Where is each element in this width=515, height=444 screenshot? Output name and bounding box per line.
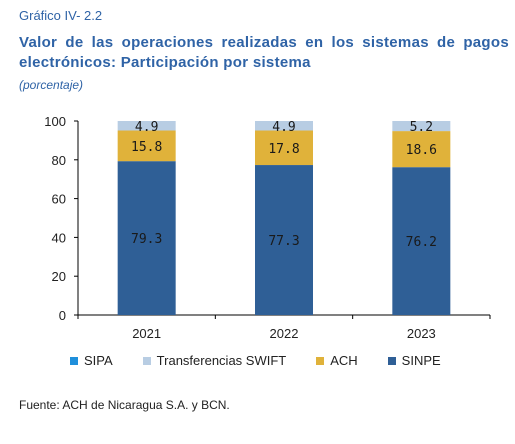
legend-swatch [142,356,151,365]
bar-segment-ach [255,130,313,166]
chart-subtitle: (porcentaje) [19,78,84,92]
data-label: 4.9 [272,120,295,135]
legend-label: SINPE [401,353,441,368]
data-label: 76.2 [406,235,437,250]
bar-segment-sinpe [255,165,313,315]
legend-swatch [316,356,325,365]
figure-label: Gráfico IV- 2.2 [19,8,103,23]
legend-item: ACH [316,353,358,368]
legend-item: SIPA [70,353,113,368]
bar-segment-transferencias-swift [392,121,451,132]
data-label: 15.8 [131,140,162,155]
data-label: 77.3 [268,234,299,249]
legend-swatch [70,356,78,365]
data-label: 5.2 [410,120,433,135]
legend-label: SIPA [84,353,113,368]
bar-segment-ach [117,130,176,162]
data-label: 79.3 [131,232,162,247]
source-note: Fuente: ACH de Nicaragua S.A. y BCN. [19,398,230,412]
data-label: 18.6 [406,143,437,158]
bar-segment-sinpe [117,161,176,315]
y-tick-label: 20 [52,269,66,284]
bar-segment-sinpe [392,167,451,315]
legend-label: Transferencias SWIFT [156,353,287,368]
y-tick-label: 60 [52,192,66,207]
bar-segment-transferencias-swift [117,121,176,131]
chart-legend: SIPA Transferencias SWIFT ACH SINPE [70,353,441,368]
y-tick-label: 40 [52,230,66,245]
legend-label: ACH [330,353,358,368]
x-tick-label: 2021 [132,326,161,341]
y-tick-label: 0 [59,308,66,323]
data-label: 4.9 [135,120,158,135]
bar-segment-ach [392,131,451,168]
chart-title: Valor de las operaciones realizadas en l… [19,34,509,71]
y-tick-label: 100 [44,114,66,129]
y-tick-label: 80 [52,153,66,168]
x-tick-label: 2023 [407,326,436,341]
x-tick-label: 2022 [270,326,299,341]
data-label: 17.8 [268,142,299,157]
legend-item: Transferencias SWIFT [142,353,287,368]
legend-item: SINPE [387,353,441,368]
legend-swatch [387,356,396,365]
bar-segment-transferencias-swift [255,121,313,131]
